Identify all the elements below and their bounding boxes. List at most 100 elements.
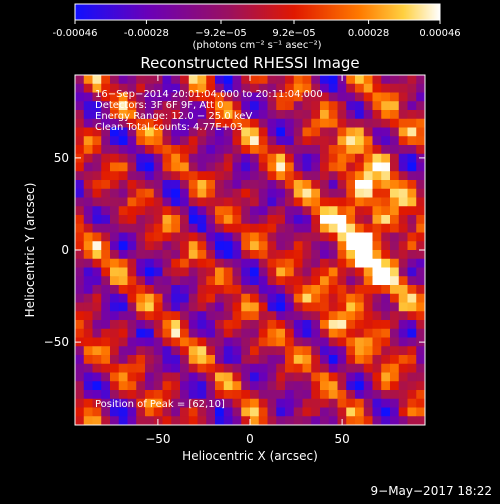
heatmap-cell	[302, 118, 312, 128]
heatmap-cell	[101, 355, 111, 365]
heatmap-cell	[171, 416, 181, 426]
heatmap-cell	[381, 188, 391, 198]
heatmap-cell	[337, 337, 347, 347]
heatmap-cell	[398, 285, 408, 295]
heatmap-cell	[276, 118, 286, 128]
heatmap-cell	[101, 328, 111, 338]
heatmap-cell	[258, 390, 268, 400]
heatmap-cell	[127, 381, 137, 391]
heatmap-cell	[258, 206, 268, 216]
heatmap-cell	[171, 197, 181, 207]
heatmap-cell	[285, 110, 295, 120]
heatmap-cell	[311, 215, 321, 225]
heatmap-cell	[398, 171, 408, 181]
heatmap-cell	[302, 363, 312, 373]
heatmap-cell	[346, 83, 356, 93]
heatmap-cell	[285, 381, 295, 391]
heatmap-cell	[311, 337, 321, 347]
heatmap-cell	[136, 346, 146, 356]
heatmap-cell	[363, 223, 373, 233]
heatmap-cell	[171, 153, 181, 163]
heatmap-cell	[320, 390, 330, 400]
heatmap-cell	[101, 276, 111, 286]
heatmap-cell	[180, 302, 190, 312]
heatmap-cell	[398, 110, 408, 120]
heatmap-cell	[293, 276, 303, 286]
heatmap-cell	[232, 250, 242, 260]
heatmap-cell	[293, 136, 303, 146]
heatmap-cell	[127, 162, 137, 172]
heatmap-cell	[250, 215, 260, 225]
heatmap-cell	[407, 363, 417, 373]
heatmap-cell	[127, 363, 137, 373]
heatmap-cell	[153, 302, 163, 312]
heatmap-cell	[127, 153, 137, 163]
heatmap-cell	[337, 355, 347, 365]
heatmap-cell	[92, 110, 102, 120]
heatmap-cell	[328, 110, 338, 120]
heatmap-cell	[363, 232, 373, 242]
heatmap-cell	[206, 328, 216, 338]
peak-position-label: Position of Peak = [62,10]	[95, 399, 225, 410]
heatmap-cell	[75, 188, 85, 198]
heatmap-cell	[171, 118, 181, 128]
heatmap-cell	[171, 232, 181, 242]
heatmap-cell	[171, 258, 181, 268]
heatmap-cell	[171, 241, 181, 251]
heatmap-cell	[127, 118, 137, 128]
heatmap-cell	[355, 127, 365, 137]
heatmap-cell	[110, 197, 120, 207]
heatmap-cell	[206, 75, 216, 85]
heatmap-cell	[267, 285, 277, 295]
heatmap-cell	[118, 92, 128, 102]
heatmap-cell	[346, 188, 356, 198]
heatmap-cell	[75, 258, 85, 268]
heatmap-cell	[285, 267, 295, 277]
heatmap-cell	[145, 337, 155, 347]
heatmap-cell	[363, 171, 373, 181]
heatmap-cell	[320, 398, 330, 408]
heatmap-cell	[127, 241, 137, 251]
heatmap-cell	[127, 145, 137, 155]
heatmap-cell	[101, 197, 111, 207]
heatmap-cell	[145, 136, 155, 146]
heatmap-cell	[153, 83, 163, 93]
heatmap-cell	[136, 250, 146, 260]
heatmap-cell	[206, 145, 216, 155]
heatmap-cell	[363, 320, 373, 330]
heatmap-cell	[267, 171, 277, 181]
heatmap-cell	[206, 232, 216, 242]
heatmap-cell	[381, 320, 391, 330]
heatmap-cell	[197, 188, 207, 198]
heatmap-cell	[328, 171, 338, 181]
heatmap-cell	[180, 153, 190, 163]
heatmap-cell	[118, 276, 128, 286]
heatmap-cell	[75, 110, 85, 120]
heatmap-cell	[337, 407, 347, 417]
heatmap-cell	[311, 118, 321, 128]
heatmap-cell	[267, 153, 277, 163]
heatmap-cell	[188, 398, 198, 408]
heatmap-cell	[75, 171, 85, 181]
heatmap-cell	[250, 407, 260, 417]
heatmap-cell	[153, 363, 163, 373]
heatmap-cell	[110, 153, 120, 163]
heatmap-cell	[232, 180, 242, 190]
heatmap-cell	[320, 145, 330, 155]
heatmap-cell	[328, 250, 338, 260]
heatmap-cell	[180, 118, 190, 128]
heatmap-cell	[92, 372, 102, 382]
heatmap-cell	[381, 162, 391, 172]
heatmap-cell	[215, 197, 225, 207]
heatmap-cell	[355, 381, 365, 391]
heatmap-cell	[398, 346, 408, 356]
heatmap-cell	[276, 250, 286, 260]
heatmap-cell	[83, 258, 93, 268]
heatmap-cell	[223, 215, 233, 225]
heatmap-cell	[118, 355, 128, 365]
heatmap-cell	[92, 162, 102, 172]
heatmap-cell	[276, 136, 286, 146]
heatmap-cell	[276, 206, 286, 216]
heatmap-cell	[311, 407, 321, 417]
